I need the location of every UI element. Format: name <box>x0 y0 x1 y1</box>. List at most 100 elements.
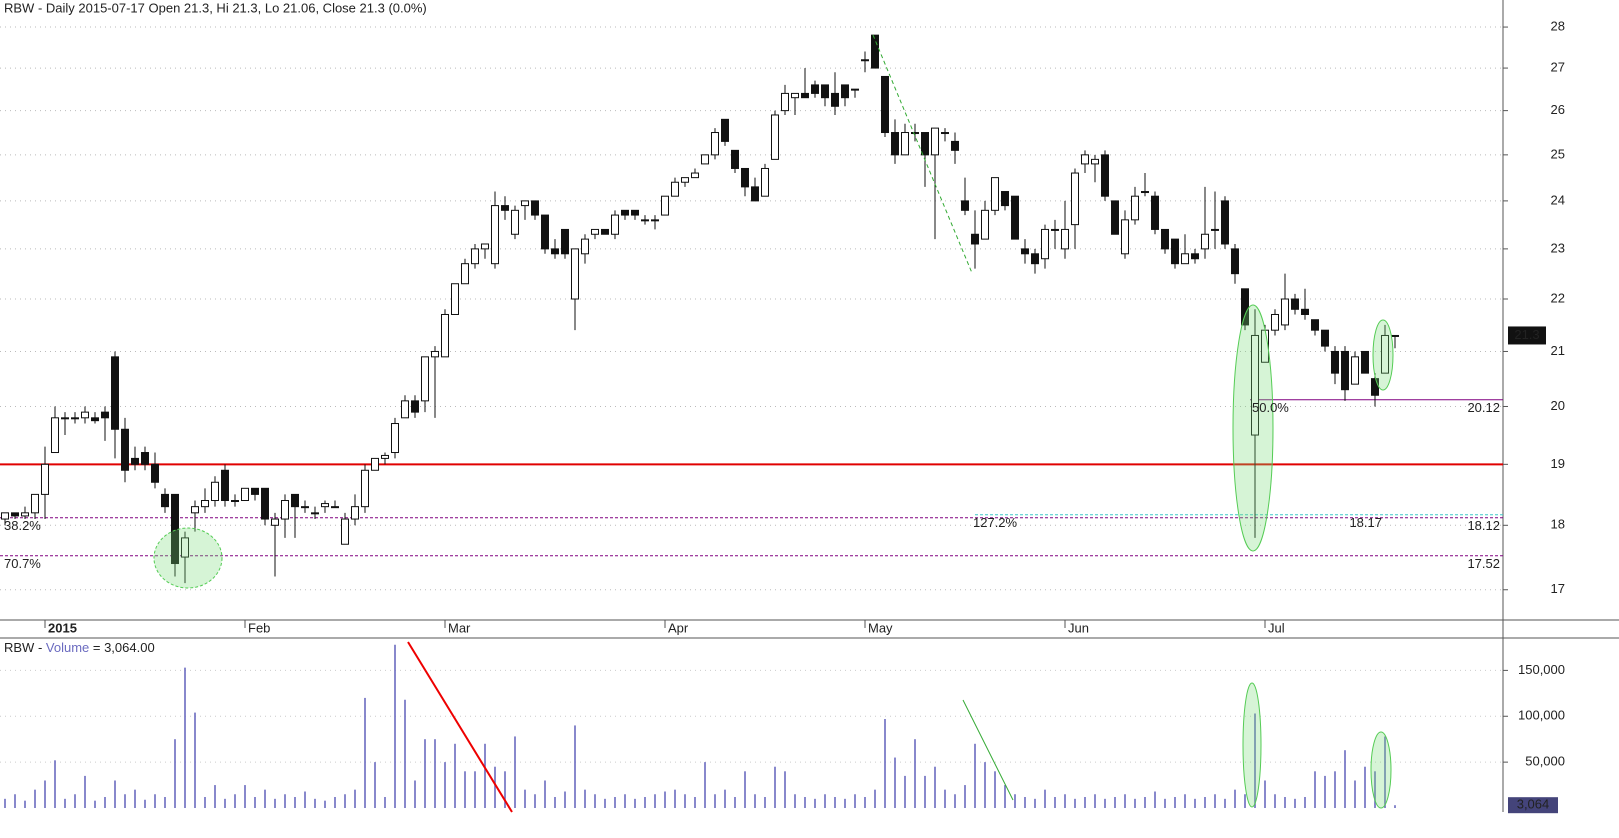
candle-body <box>81 411 89 419</box>
candle-body <box>1041 228 1049 260</box>
y-tick-label: 17 <box>1551 581 1565 596</box>
candle-body <box>1191 253 1199 260</box>
candle-body <box>691 172 699 179</box>
volume-marker-label: 3,064 <box>1517 797 1550 812</box>
y-tick-label: 28 <box>1551 18 1565 33</box>
candle-body <box>821 84 829 99</box>
candle-body <box>1141 191 1149 194</box>
candle-body <box>891 132 899 156</box>
candle-body <box>1391 334 1399 337</box>
candle-body <box>1131 195 1139 221</box>
candle-body <box>571 248 579 300</box>
marks <box>1 34 1399 808</box>
candle-body <box>341 518 349 545</box>
candle-body <box>311 512 319 515</box>
candle-body <box>1221 200 1229 245</box>
level-label: 38.2% <box>4 518 41 533</box>
y-tick-label: 150,000 <box>1518 662 1565 677</box>
candle-body <box>481 243 489 250</box>
candle-body <box>611 214 619 235</box>
candle-body <box>391 423 399 454</box>
y-tick-label: 50,000 <box>1525 754 1565 769</box>
y-tick-label: 24 <box>1551 192 1565 207</box>
candle-body <box>851 88 859 91</box>
candle-body <box>1381 334 1389 374</box>
candle-body <box>651 219 659 222</box>
candle-body <box>1061 228 1069 250</box>
candle-body <box>671 181 679 197</box>
candle-body <box>1311 319 1319 331</box>
candle-body <box>1001 191 1009 207</box>
candle-body <box>211 481 219 502</box>
candle-body <box>491 205 499 265</box>
candle-body <box>631 209 639 216</box>
candle-body <box>901 132 909 156</box>
candle-body <box>861 59 869 62</box>
y-tick-label: 100,000 <box>1518 708 1565 723</box>
x-tick-label: Apr <box>668 620 689 635</box>
candle-body <box>1241 288 1249 326</box>
candle-body <box>731 149 739 169</box>
candle-body <box>121 428 129 471</box>
candle-body <box>181 537 189 558</box>
candle-body <box>1331 350 1339 374</box>
candle-body <box>621 209 629 216</box>
candle-body <box>321 503 329 508</box>
candle-body <box>1301 308 1309 315</box>
y-tick-label: 19 <box>1551 456 1565 471</box>
candle-body <box>961 200 969 211</box>
candle-body <box>581 238 589 255</box>
candle-body <box>701 154 709 165</box>
price-marker-label: 21.3 <box>1514 327 1539 342</box>
candle-body <box>71 417 79 420</box>
candle-body <box>1051 228 1059 231</box>
candle-body <box>1321 329 1329 347</box>
level-value: 20.12 <box>1467 400 1500 415</box>
highlight <box>1232 304 1274 552</box>
candle-body <box>601 228 609 235</box>
volume-title-part: = 3,064.00 <box>89 640 154 655</box>
level-value: 17.52 <box>1467 556 1500 571</box>
candle-body <box>1111 200 1119 235</box>
candle-body <box>751 186 759 202</box>
candle-body <box>131 457 139 465</box>
candle-body <box>941 132 949 135</box>
candle-body <box>661 195 669 216</box>
candle-body <box>1271 313 1279 331</box>
candle-body <box>271 518 279 526</box>
candle-body <box>1121 219 1129 255</box>
candle-body <box>781 92 789 112</box>
volume-title-part: Volume <box>46 640 89 655</box>
candle-body <box>911 132 919 135</box>
candle-body <box>1011 195 1019 240</box>
candle-body <box>561 228 569 255</box>
candle-body <box>301 506 309 509</box>
level-value: 18.12 <box>1467 518 1500 533</box>
highlight <box>1370 731 1392 809</box>
x-tick-label: Mar <box>448 620 471 635</box>
candle-body <box>1081 154 1089 165</box>
candle-body <box>1101 154 1109 197</box>
candle-body <box>191 506 199 514</box>
y-tick-label: 20 <box>1551 398 1565 413</box>
candle-body <box>1171 238 1179 265</box>
trend-line <box>872 34 973 274</box>
candle-body <box>11 512 19 517</box>
trend-line <box>407 641 513 813</box>
x-tick-label: May <box>868 620 893 635</box>
candle-body <box>231 500 239 503</box>
candle-body <box>61 417 69 420</box>
y-tick-label: 21 <box>1551 343 1565 358</box>
candle-body <box>1021 248 1029 255</box>
candle-body <box>971 233 979 245</box>
candle-body <box>1231 248 1239 275</box>
candle-body <box>281 500 289 520</box>
y-tick-label: 22 <box>1551 290 1565 305</box>
candle-body <box>351 506 359 520</box>
volume-title: RBW - Volume = 3,064.00 <box>4 640 155 655</box>
candle-body <box>141 452 149 465</box>
candle-body <box>841 84 849 99</box>
x-tick-label: Jun <box>1068 620 1089 635</box>
candle-body <box>531 200 539 216</box>
